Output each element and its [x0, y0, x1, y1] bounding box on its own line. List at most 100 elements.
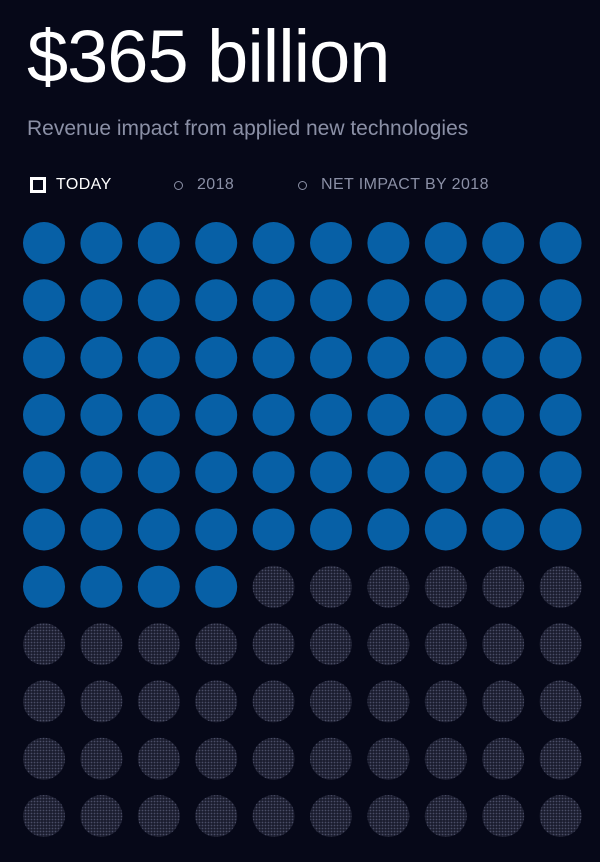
legend-item-2018[interactable]: 2018 [174, 172, 234, 198]
waffle-dot-filled [540, 222, 582, 264]
legend-item-net-impact[interactable]: NET IMPACT BY 2018 [298, 172, 489, 198]
legend-label-net-impact: NET IMPACT BY 2018 [321, 176, 489, 194]
waffle-dot-empty [482, 680, 524, 722]
waffle-dot-filled [425, 222, 467, 264]
waffle-dot-empty [23, 795, 65, 837]
waffle-dot-filled [195, 451, 237, 493]
waffle-dot-filled [138, 394, 180, 436]
legend: TODAY 2018 NET IMPACT BY 2018 [0, 172, 600, 198]
waffle-dot-filled [195, 337, 237, 379]
waffle-dot-filled [80, 566, 122, 608]
legend-marker-square-icon [30, 177, 46, 193]
waffle-dot-filled [195, 394, 237, 436]
waffle-dot-empty [310, 738, 352, 780]
waffle-dot-empty [23, 738, 65, 780]
waffle-dot-empty [253, 795, 295, 837]
waffle-dot-empty [195, 680, 237, 722]
waffle-dot-empty [253, 623, 295, 665]
waffle-dot-empty [367, 623, 409, 665]
waffle-dot-empty [425, 738, 467, 780]
waffle-dot-empty [138, 680, 180, 722]
waffle-dot-filled [195, 222, 237, 264]
waffle-dot-filled [138, 509, 180, 551]
waffle-dot-filled [310, 279, 352, 321]
waffle-dot-empty [195, 623, 237, 665]
waffle-dot-filled [80, 509, 122, 551]
waffle-dot-empty [482, 566, 524, 608]
waffle-dot-filled [482, 279, 524, 321]
waffle-dot-filled [367, 222, 409, 264]
waffle-dot-empty [138, 738, 180, 780]
waffle-dot-filled [425, 509, 467, 551]
waffle-dot-filled [482, 509, 524, 551]
waffle-dot-filled [482, 451, 524, 493]
legend-label-2018: 2018 [197, 176, 234, 194]
waffle-dot-filled [310, 451, 352, 493]
waffle-dot-filled [540, 394, 582, 436]
waffle-dot-filled [253, 509, 295, 551]
waffle-dot-empty [367, 795, 409, 837]
waffle-dot-filled [23, 451, 65, 493]
waffle-dot-filled [253, 451, 295, 493]
waffle-dot-empty [138, 795, 180, 837]
waffle-dot-empty [425, 795, 467, 837]
waffle-dot-empty [425, 623, 467, 665]
waffle-dot-empty [310, 623, 352, 665]
legend-item-today[interactable]: TODAY [30, 172, 112, 198]
waffle-dot-filled [80, 279, 122, 321]
waffle-dot-empty [23, 680, 65, 722]
waffle-dot-filled [138, 451, 180, 493]
waffle-dot-empty [138, 623, 180, 665]
waffle-dot-empty [367, 680, 409, 722]
waffle-dot-empty [482, 795, 524, 837]
waffle-dot-filled [23, 566, 65, 608]
waffle-dot-filled [23, 337, 65, 379]
waffle-dot-filled [482, 394, 524, 436]
waffle-dot-empty [540, 680, 582, 722]
waffle-dot-filled [540, 451, 582, 493]
waffle-chart [0, 200, 600, 862]
waffle-dot-filled [367, 279, 409, 321]
waffle-dot-filled [253, 222, 295, 264]
waffle-dot-empty [80, 623, 122, 665]
waffle-dot-empty [540, 795, 582, 837]
waffle-dot-filled [540, 509, 582, 551]
waffle-dot-filled [253, 337, 295, 379]
waffle-dot-filled [425, 451, 467, 493]
headline-value: $365 billion [27, 20, 389, 94]
waffle-dot-filled [23, 279, 65, 321]
legend-marker-circle-icon [174, 181, 183, 190]
waffle-dot-empty [540, 566, 582, 608]
waffle-dot-filled [23, 394, 65, 436]
waffle-dot-filled [367, 337, 409, 379]
waffle-dot-filled [23, 509, 65, 551]
waffle-dot-filled [23, 222, 65, 264]
waffle-dot-empty [540, 623, 582, 665]
waffle-dot-empty [310, 566, 352, 608]
waffle-dot-empty [195, 795, 237, 837]
waffle-dot-filled [425, 279, 467, 321]
waffle-dot-filled [482, 222, 524, 264]
waffle-dot-empty [195, 738, 237, 780]
waffle-dot-filled [310, 509, 352, 551]
waffle-dot-filled [310, 394, 352, 436]
waffle-dot-filled [367, 451, 409, 493]
waffle-dot-empty [310, 795, 352, 837]
waffle-dot-filled [540, 279, 582, 321]
waffle-dot-empty [253, 738, 295, 780]
waffle-dot-filled [253, 279, 295, 321]
waffle-dot-empty [482, 623, 524, 665]
waffle-dot-empty [482, 738, 524, 780]
waffle-dot-filled [195, 509, 237, 551]
waffle-dot-filled [367, 394, 409, 436]
waffle-dot-empty [80, 795, 122, 837]
waffle-dot-filled [80, 451, 122, 493]
waffle-dot-filled [138, 566, 180, 608]
waffle-dot-empty [253, 680, 295, 722]
waffle-dot-empty [425, 680, 467, 722]
waffle-dot-filled [138, 279, 180, 321]
waffle-dot-empty [367, 566, 409, 608]
waffle-dot-filled [310, 337, 352, 379]
waffle-dot-filled [80, 222, 122, 264]
waffle-dot-empty [253, 566, 295, 608]
